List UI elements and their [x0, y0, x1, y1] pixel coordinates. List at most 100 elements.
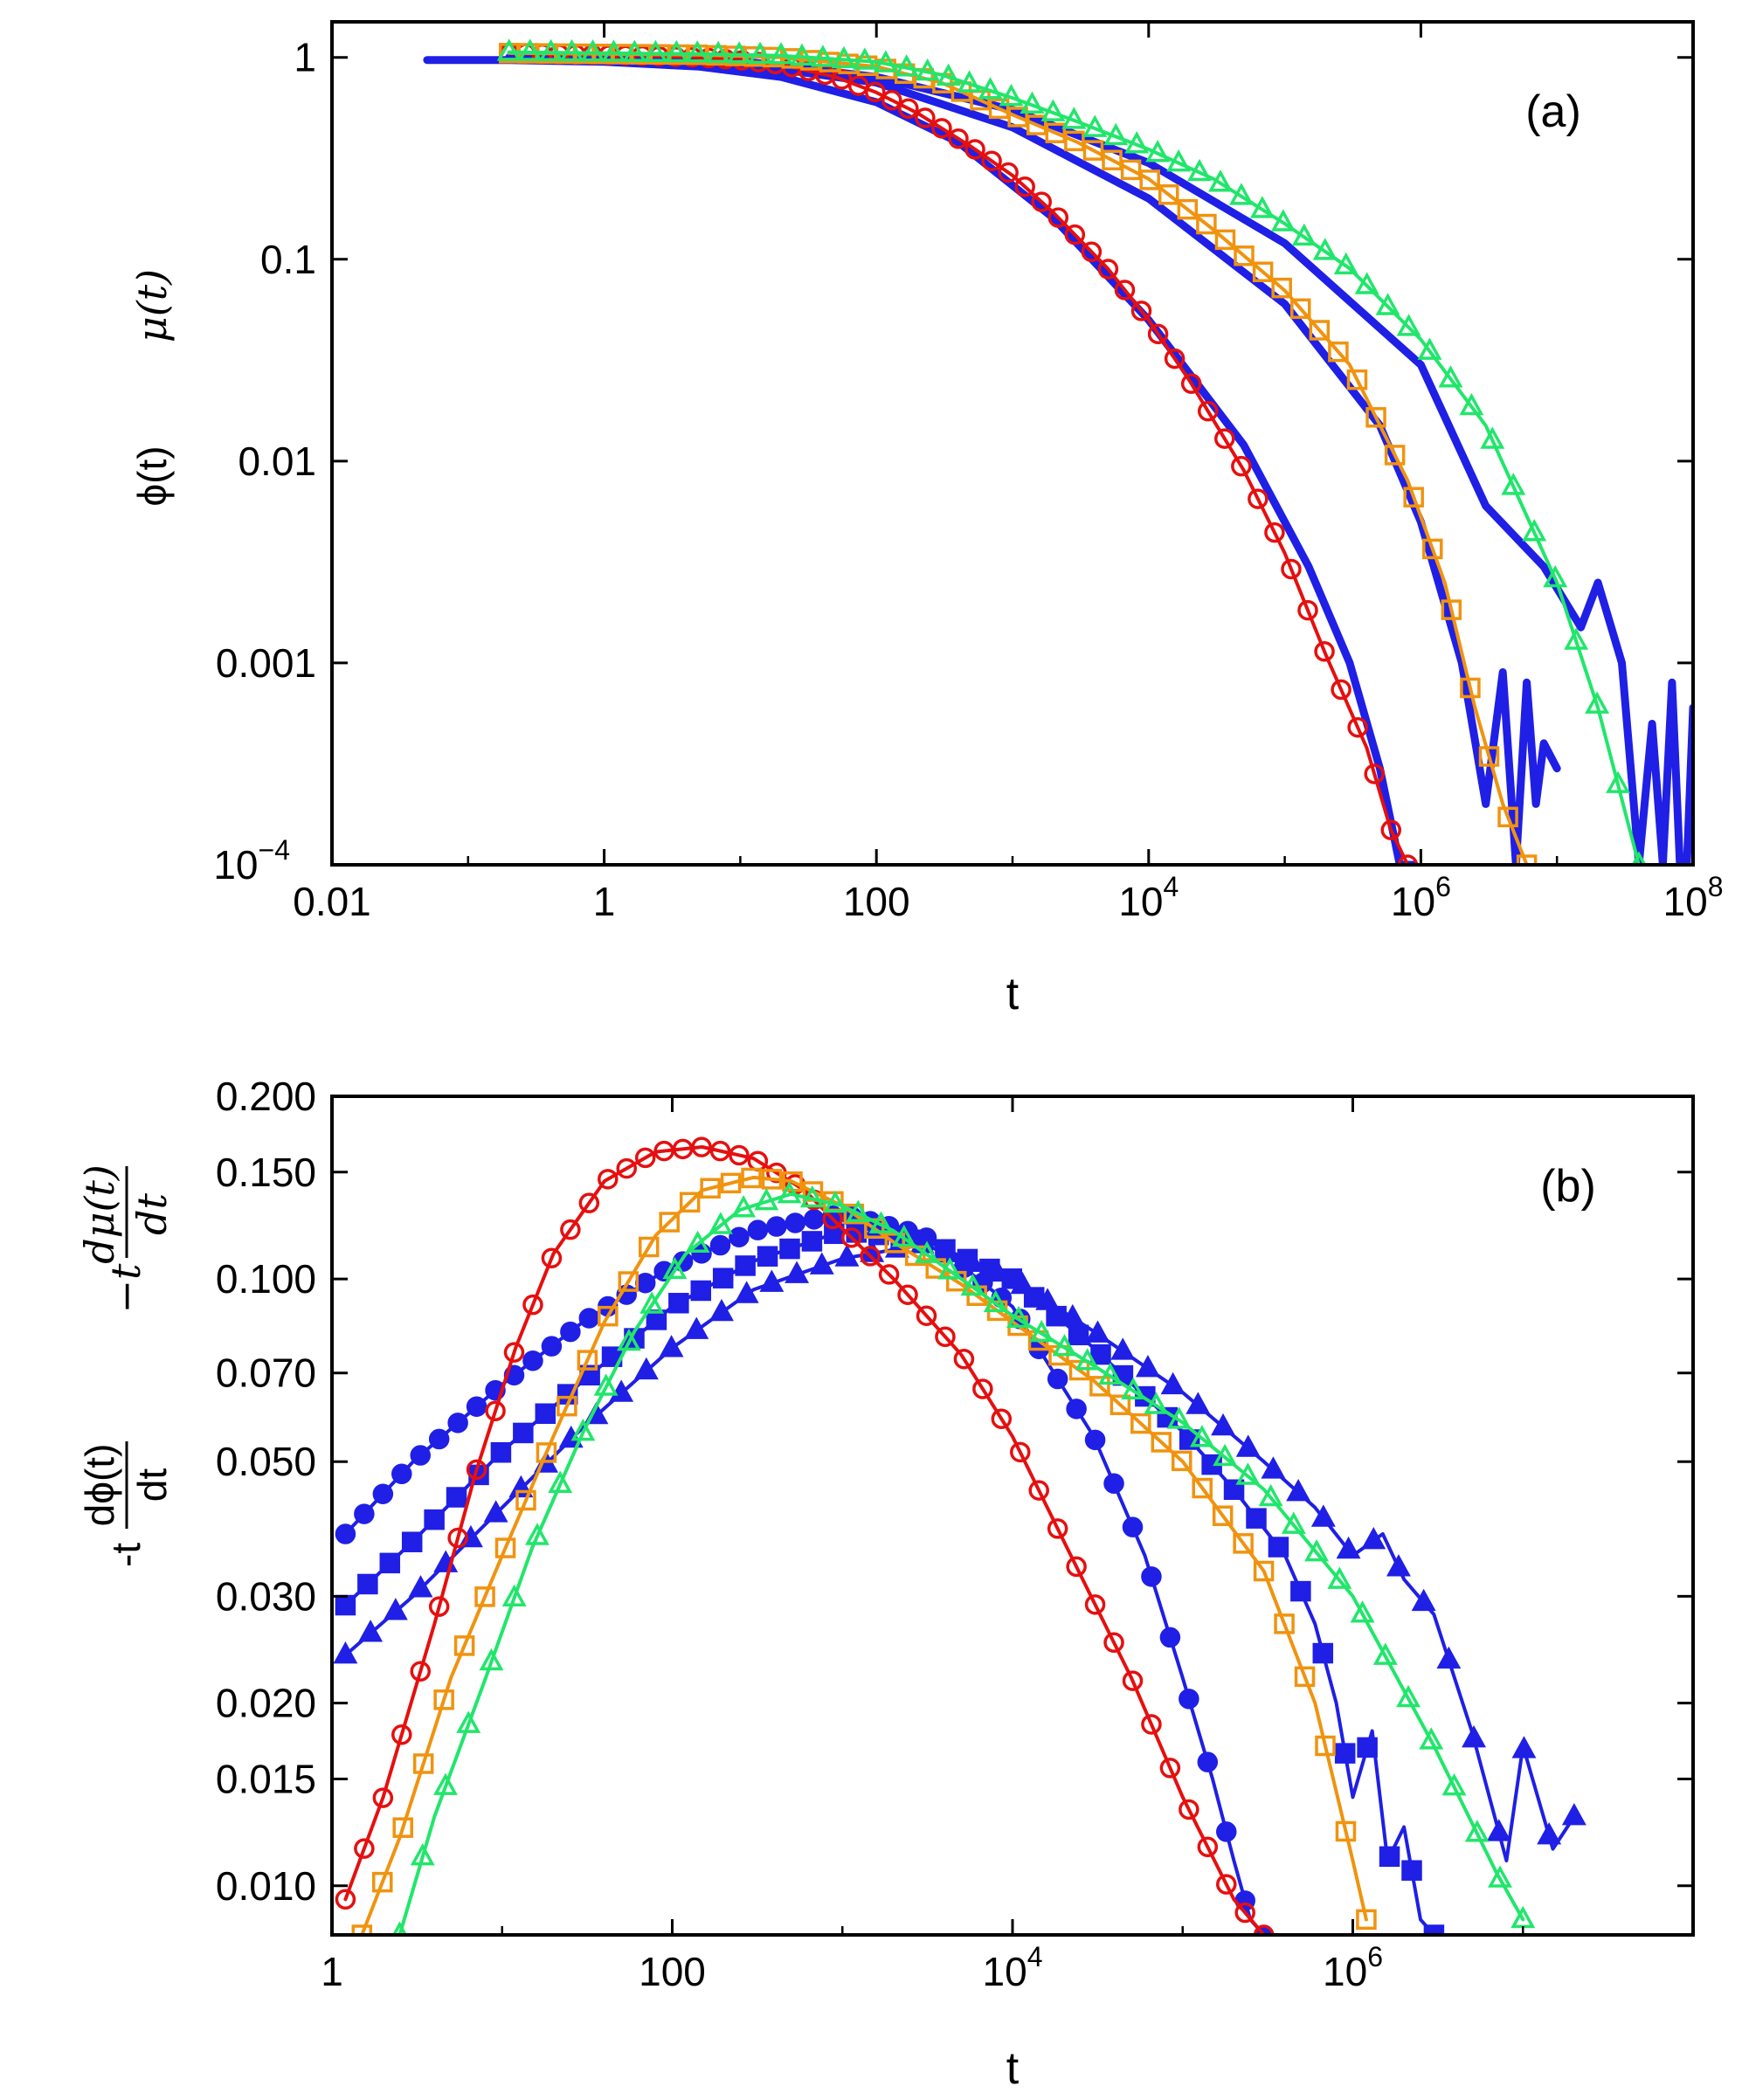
marker-phi-deriv-triangle-40 [1336, 1536, 1361, 1559]
marker-phi-deriv-square-47 [1379, 1846, 1400, 1868]
marker-phi-deriv-triangle-3 [408, 1575, 433, 1598]
marker-mu-deriv-orange-15 [659, 1212, 680, 1233]
panel-a-ylabel-mu: μ(t) [128, 269, 176, 342]
marker-phi-deriv-triangle-39 [1310, 1504, 1336, 1527]
ytick-label-3: 0.001 [216, 640, 316, 686]
marker-mu-deriv-red-33 [953, 1348, 975, 1370]
marker-mu-green-12 [748, 41, 773, 64]
marker-phi-deriv-circle-11 [541, 1336, 563, 1357]
xtick-label-0: 1 [321, 1949, 343, 1994]
marker-phi-deriv-circle-3 [391, 1463, 412, 1485]
marker-mu-orange-34 [1139, 169, 1160, 190]
marker-mu-deriv-orange-20 [761, 1169, 783, 1190]
marker-mu-green-2 [538, 38, 563, 62]
marker-phi-deriv-circle-4 [410, 1445, 431, 1466]
marker-phi-deriv-circle-44 [1159, 1627, 1181, 1648]
marker-mu-deriv-green-35 [1189, 1425, 1214, 1447]
marker-mu-red-51 [1347, 716, 1368, 738]
marker-phi-deriv-triangle-26 [985, 1259, 1010, 1282]
marker-phi-deriv-triangle-13 [659, 1335, 684, 1357]
marker-mu-deriv-green-31 [1097, 1362, 1123, 1385]
marker-mu-deriv-green-4 [479, 1648, 504, 1671]
marker-phi-deriv-square-21 [801, 1231, 823, 1252]
marker-phi-deriv-circle-13 [578, 1308, 600, 1329]
marker-phi-deriv-triangle-27 [1010, 1271, 1035, 1295]
marker-mu-red-50 [1331, 679, 1351, 701]
ytick-label-2: 0.100 [216, 1256, 316, 1302]
marker-mu-deriv-green-7 [548, 1470, 573, 1494]
marker-phi-deriv-square-14 [646, 1309, 667, 1330]
marker-mu-green-6 [622, 39, 647, 62]
marker-mu-deriv-red-38 [1047, 1518, 1068, 1539]
panel-b-ticks: 1 100 104 106 0.200 0.150 0.100 0.070 0.050 0.030… [216, 1074, 1695, 1994]
marker-mu-red-44 [1231, 455, 1252, 477]
marker-mu-deriv-green-43 [1372, 1642, 1398, 1665]
marker-mu-red-54 [1397, 854, 1419, 865]
marker-mu-green-51 [1564, 627, 1589, 650]
marker-mu-deriv-orange-3 [412, 1753, 434, 1774]
marker-mu-red-49 [1314, 641, 1335, 662]
marker-mu-deriv-green-25 [960, 1273, 985, 1296]
panel-b: 1 100 104 106 0.200 0.150 0.100 0.070 0.050 0.030… [76, 1074, 1695, 2094]
marker-mu-green-38 [1291, 223, 1317, 246]
marker-mu-deriv-green-41 [1327, 1566, 1352, 1589]
marker-phi-deriv-triangle-41 [1361, 1527, 1386, 1550]
marker-mu-deriv-green-39 [1281, 1511, 1306, 1534]
marker-mu-orange-53 [1497, 806, 1518, 828]
marker-mu-deriv-orange-8 [515, 1489, 536, 1511]
marker-mu-red-32 [1031, 191, 1052, 212]
marker-mu-deriv-green-46 [1441, 1772, 1467, 1796]
marker-phi-deriv-square-18 [735, 1255, 756, 1276]
xtick-label-0: 0.01 [293, 879, 371, 924]
marker-mu-deriv-red-32 [935, 1326, 956, 1348]
marker-mu-deriv-green-22 [891, 1224, 916, 1247]
marker-phi-deriv-triangle-14 [684, 1316, 709, 1339]
marker-mu-deriv-red-7 [466, 1459, 487, 1481]
marker-phi-deriv-triangle-44 [1436, 1646, 1462, 1669]
marker-mu-green-47 [1480, 426, 1505, 449]
marker-mu-red-45 [1248, 488, 1268, 509]
series-phi-deriv-square [335, 1222, 1445, 1935]
marker-mu-deriv-red-41 [1103, 1632, 1124, 1654]
marker-phi-deriv-square-33 [1068, 1324, 1089, 1345]
marker-mu-deriv-green-24 [937, 1257, 963, 1280]
marker-mu-green-20 [915, 58, 940, 81]
marker-mu-deriv-green-1 [410, 1843, 435, 1866]
marker-phi-deriv-triangle-36 [1235, 1434, 1261, 1457]
marker-phi-deriv-square-9 [535, 1403, 556, 1425]
marker-mu-deriv-red-2 [372, 1787, 394, 1808]
marker-phi-deriv-circle-46 [1197, 1751, 1219, 1772]
marker-mu-deriv-green-5 [501, 1584, 527, 1606]
ytick-exp-4: −4 [259, 834, 290, 866]
marker-mu-green-32 [1166, 149, 1192, 172]
marker-mu-green-17 [852, 47, 877, 70]
marker-mu-red-26 [931, 118, 952, 139]
marker-mu-deriv-green-23 [915, 1240, 939, 1263]
marker-phi-deriv-circle-16 [634, 1272, 656, 1294]
marker-mu-deriv-red-21 [729, 1144, 750, 1166]
marker-phi-deriv-circle-7 [466, 1396, 487, 1417]
xtick-exp-2: 4 [1027, 1941, 1043, 1972]
marker-mu-green-8 [664, 39, 689, 63]
marker-mu-deriv-green-15 [731, 1195, 757, 1218]
series-phi-deriv-circle [335, 1205, 1275, 1935]
marker-mu-deriv-green-33 [1144, 1392, 1169, 1414]
marker-mu-red-35 [1081, 241, 1103, 263]
marker-phi-deriv-square-2 [379, 1552, 401, 1574]
marker-mu-deriv-red-34 [972, 1378, 993, 1399]
ytick-label-0: 0.200 [216, 1074, 316, 1119]
marker-mu-green-9 [685, 40, 710, 63]
marker-mu-deriv-green-28 [1029, 1319, 1054, 1343]
marker-mu-green-7 [643, 39, 668, 63]
marker-mu-deriv-red-43 [1141, 1714, 1162, 1735]
marker-mu-orange-36 [1177, 198, 1199, 220]
marker-phi-deriv-circle-41 [1103, 1473, 1124, 1494]
marker-mu-deriv-green-3 [456, 1710, 481, 1733]
marker-mu-green-31 [1145, 140, 1171, 162]
marker-mu-green-27 [1061, 107, 1087, 129]
panel-a-ticks: 0.01 1 100 104 106 108 1 0.1 0.01 0.001 10−4 [213, 22, 1723, 924]
marker-mu-deriv-green-20 [846, 1199, 871, 1222]
marker-mu-deriv-orange-17 [700, 1178, 721, 1199]
marker-phi-deriv-circle-47 [1216, 1821, 1237, 1842]
